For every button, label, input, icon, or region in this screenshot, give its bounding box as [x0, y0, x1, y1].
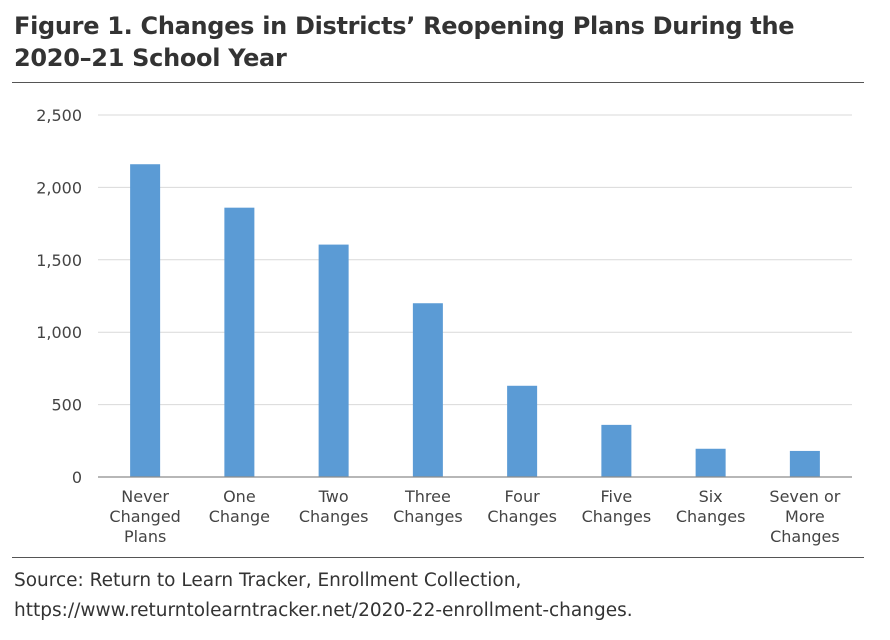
bar	[507, 385, 538, 477]
y-tick-label: 1,000	[36, 323, 82, 342]
chart-title: Figure 1. Changes in Districts’ Reopenin…	[14, 12, 795, 72]
bar-chart: 0 500 1,000 1,500 2,000 2,500 Never Changed Pla…	[36, 106, 852, 546]
y-tick-label: 2,500	[36, 106, 82, 125]
y-tick-label: 2,000	[36, 178, 82, 197]
bar	[695, 448, 726, 477]
bars	[130, 164, 820, 477]
y-tick-label: 500	[51, 396, 82, 415]
x-tick-label: One Change	[209, 487, 270, 526]
x-tick-label: Never Changed Plans	[109, 487, 180, 546]
x-axis-tick-labels: Never Changed Plans One Change Two Changes Thre…	[109, 487, 840, 546]
x-tick-label: Three Changes	[393, 487, 463, 526]
source-divider	[12, 557, 864, 558]
x-tick-label: Six Changes	[676, 487, 746, 526]
y-tick-label: 1,500	[36, 251, 82, 270]
bar	[130, 164, 161, 477]
bar	[412, 303, 443, 477]
x-tick-label: Seven or More Changes	[769, 487, 840, 546]
x-tick-label: Five Changes	[582, 487, 652, 526]
bar	[601, 424, 632, 477]
title-divider	[12, 82, 864, 83]
x-tick-label: Two Changes	[299, 487, 369, 526]
bar	[224, 207, 255, 477]
x-tick-label: Four Changes	[487, 487, 557, 526]
bar	[789, 450, 820, 477]
bar	[318, 244, 349, 477]
y-tick-label: 0	[72, 468, 82, 487]
y-axis-tick-labels: 0 500 1,000 1,500 2,000 2,500	[36, 106, 82, 487]
source-note: Source: Return to Learn Tracker, Enrollm…	[14, 570, 633, 621]
gridlines	[98, 114, 852, 406]
